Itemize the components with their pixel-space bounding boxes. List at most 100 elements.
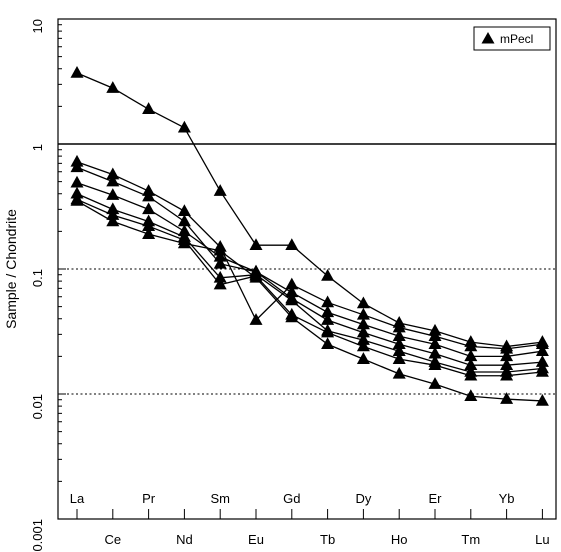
- x-tick-label-pr: Pr: [142, 491, 156, 506]
- x-tick-label-nd: Nd: [176, 532, 193, 547]
- data-point-triangle: [321, 325, 335, 338]
- data-point-triangle: [321, 305, 335, 318]
- x-tick-label-lu: Lu: [535, 532, 549, 547]
- series-1: [70, 65, 549, 352]
- data-point-triangle: [106, 188, 120, 200]
- series-5: [70, 186, 549, 377]
- y-tick-label: 10: [30, 19, 45, 33]
- data-point-triangle: [213, 184, 227, 196]
- series-4: [70, 175, 549, 370]
- data-point-triangle: [106, 81, 120, 93]
- data-point-triangle: [428, 346, 442, 359]
- data-point-triangle: [356, 325, 370, 338]
- data-point-triangle: [321, 313, 335, 325]
- data-point-triangle: [428, 337, 442, 350]
- data-point-triangle: [500, 392, 514, 404]
- data-point-triangle: [356, 307, 370, 320]
- data-point-triangle: [177, 204, 191, 217]
- data-point-triangle: [500, 341, 514, 354]
- data-point-triangle: [70, 193, 84, 206]
- x-tick-label-tb: Tb: [320, 532, 335, 547]
- data-point-triangle: [356, 352, 370, 364]
- x-tick-label-tm: Tm: [461, 532, 480, 547]
- data-point-triangle: [321, 337, 335, 350]
- data-point-triangle: [464, 358, 478, 370]
- data-point-triangle: [285, 238, 299, 251]
- x-axis: La Ce Pr Nd Sm Eu Gd Tb Dy Ho Er Tm Yb Lu: [70, 491, 550, 547]
- data-point-triangle: [500, 349, 514, 362]
- y-tick-label: 0.001: [30, 519, 45, 552]
- x-tick-label-ho: Ho: [391, 532, 408, 547]
- data-point-triangle: [428, 377, 442, 389]
- data-point-triangle: [392, 337, 406, 350]
- data-point-triangle: [249, 238, 263, 251]
- data-point-triangle: [535, 364, 549, 377]
- data-point-triangle: [392, 344, 406, 356]
- series-line: [76, 72, 543, 348]
- data-point-triangle: [177, 236, 191, 249]
- data-point-triangle: [70, 175, 84, 188]
- series-line: [76, 198, 543, 377]
- data-point-triangle: [142, 227, 156, 239]
- data-point-triangle: [356, 333, 370, 345]
- data-point-triangle: [428, 358, 442, 370]
- data-point-triangle: [142, 219, 156, 231]
- legend: mPecl: [473, 26, 551, 51]
- data-point-triangle: [142, 202, 156, 215]
- y-tick-label: 0.1: [30, 269, 45, 287]
- data-point-triangle: [535, 344, 549, 356]
- x-tick-label-dy: Dy: [355, 491, 371, 506]
- x-tick-label-yb: Yb: [499, 491, 515, 506]
- x-tick-label-er: Er: [429, 491, 443, 506]
- data-point-triangle: [535, 337, 549, 350]
- data-point-triangle: [356, 339, 370, 352]
- data-point-triangle: [106, 174, 120, 187]
- x-tick-label-gd: Gd: [283, 491, 300, 506]
- x-tick-label-ce: Ce: [104, 532, 121, 547]
- data-point-triangle: [285, 293, 299, 306]
- data-point-triangle: [392, 352, 406, 364]
- data-point-triangle: [428, 329, 442, 342]
- series-line: [76, 200, 543, 402]
- data-point-triangle: [70, 65, 84, 78]
- data-point-triangle: [177, 120, 191, 133]
- series-7: [70, 193, 549, 406]
- data-point-triangle: [213, 243, 227, 256]
- data-point-triangle: [142, 189, 156, 202]
- x-tick-label-sm: Sm: [210, 491, 230, 506]
- data-point-triangle: [464, 339, 478, 352]
- data-point-triangle: [464, 368, 478, 381]
- series-line: [76, 161, 543, 350]
- series-group: [70, 65, 549, 406]
- data-point-triangle: [356, 296, 370, 309]
- data-point-triangle: [106, 208, 120, 220]
- data-point-triangle: [535, 393, 549, 406]
- data-point-triangle: [213, 256, 227, 269]
- data-point-triangle: [177, 214, 191, 227]
- series-3: [70, 160, 549, 362]
- legend-box: [473, 26, 551, 51]
- legend-label: mPecl: [500, 32, 533, 46]
- data-point-triangle: [106, 167, 120, 180]
- data-point-triangle: [142, 102, 156, 114]
- data-point-triangle: [464, 389, 478, 402]
- data-point-triangle: [392, 366, 406, 379]
- data-point-triangle: [500, 358, 514, 370]
- data-point-triangle: [321, 268, 335, 281]
- data-point-triangle: [213, 277, 227, 290]
- y-tick-label: 0.01: [30, 394, 45, 419]
- data-point-triangle: [285, 285, 299, 298]
- data-point-triangle: [70, 160, 84, 173]
- data-point-triangle: [392, 320, 406, 333]
- y-axis: 0.001 0.01 0.1 1 10: [30, 18, 66, 552]
- data-point-triangle: [356, 317, 370, 330]
- data-point-triangle: [249, 270, 263, 283]
- series-2: [70, 154, 549, 354]
- legend-marker-triangle-icon: [481, 32, 495, 44]
- data-point-triangle: [535, 355, 549, 367]
- data-point-triangle: [249, 313, 263, 325]
- y-axis-label: Sample / Chondrite: [3, 209, 19, 329]
- series-line: [76, 193, 543, 373]
- data-point-triangle: [321, 295, 335, 308]
